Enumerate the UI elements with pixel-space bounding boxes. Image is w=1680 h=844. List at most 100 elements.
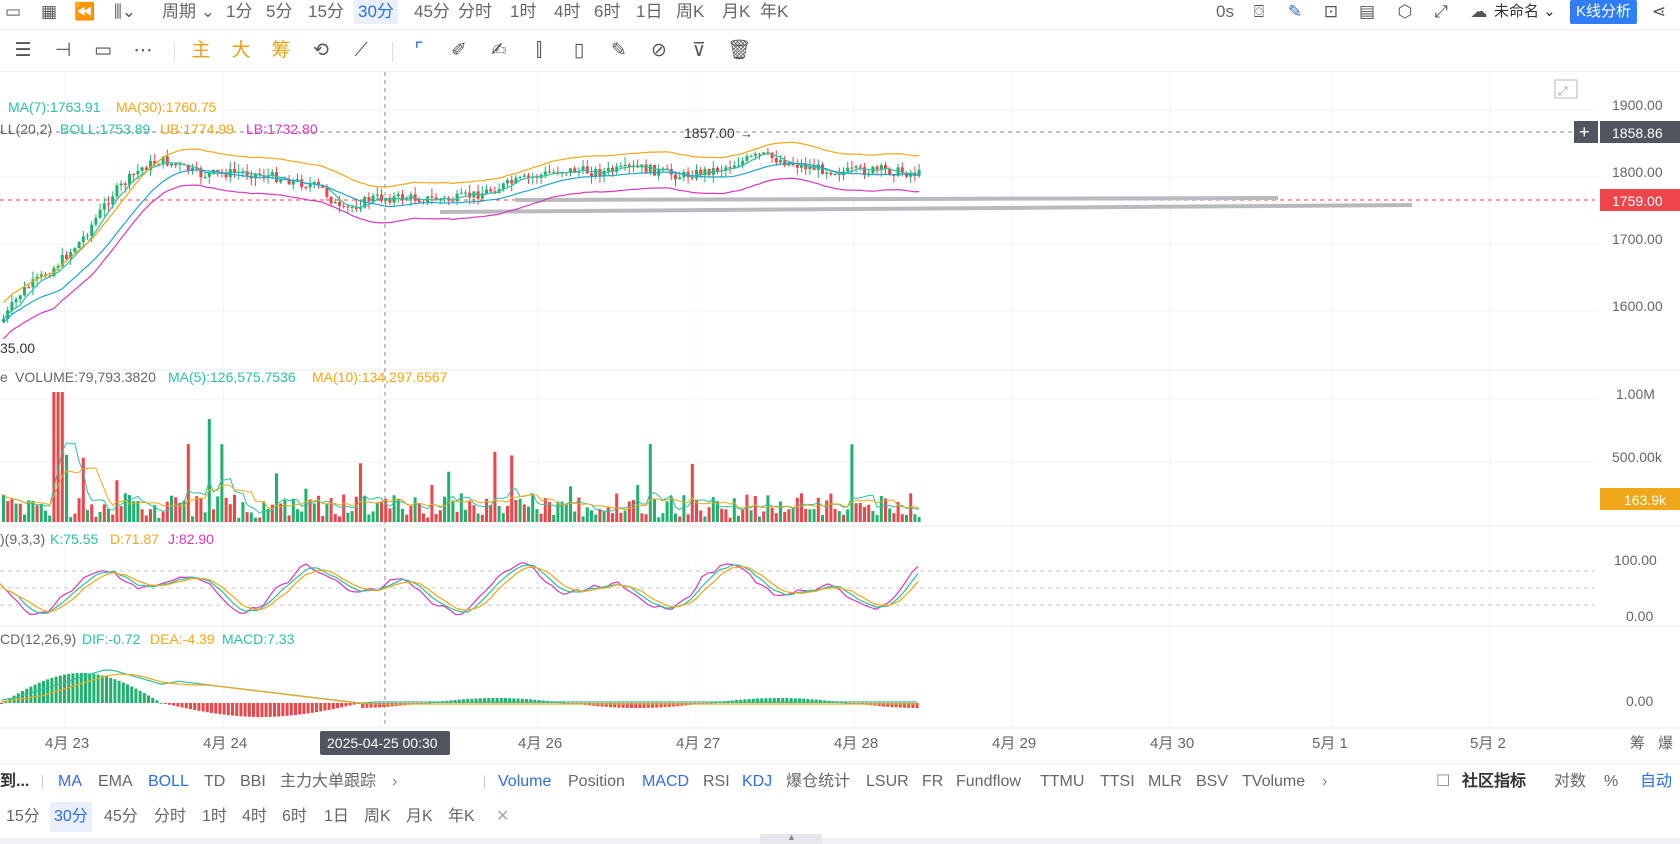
period-2[interactable]: 15分 bbox=[308, 2, 344, 21]
period-bar-item-7[interactable]: 1日 bbox=[324, 808, 349, 825]
period-dropdown[interactable]: 周期 ⌄ bbox=[162, 2, 215, 21]
period-4[interactable]: 45分 bbox=[414, 2, 450, 21]
sub-indicator-12[interactable]: BSV bbox=[1196, 773, 1229, 790]
main-indicator-1[interactable]: EMA bbox=[98, 773, 133, 790]
battery-icon[interactable]: ▯ bbox=[573, 40, 585, 61]
period-bar-item-5[interactable]: 4时 bbox=[242, 808, 267, 825]
period-bar-item-10[interactable]: 年K bbox=[448, 808, 475, 825]
layout-name-dropdown[interactable]: 未命名 ⌄ bbox=[1494, 3, 1556, 20]
plus-icon[interactable]: + bbox=[1579, 122, 1590, 142]
main-force-button[interactable]: 主 bbox=[191, 40, 211, 61]
compare-icon[interactable]: ⫿ bbox=[535, 40, 543, 61]
period-bar-item-6[interactable]: 6时 bbox=[282, 808, 307, 825]
sub-indicator-next-icon[interactable]: › bbox=[1322, 773, 1328, 790]
sub-indicator-9[interactable]: TTMU bbox=[1040, 773, 1085, 790]
sub-indicator-0[interactable]: Volume bbox=[498, 773, 552, 790]
new-window-icon[interactable]: ⊡ bbox=[1323, 2, 1339, 21]
period-bar-item-0[interactable]: 15分 bbox=[6, 808, 40, 825]
settings-icon[interactable]: ⬡ bbox=[1397, 2, 1413, 21]
sync-icon[interactable]: ⟲ bbox=[313, 40, 329, 61]
trash-icon[interactable]: 🗑 bbox=[726, 40, 752, 61]
sub-indicator-13[interactable]: TVolume bbox=[1242, 773, 1306, 790]
sub-indicator-8[interactable]: Fundflow bbox=[956, 773, 1021, 790]
layout-name-label: 未命名 bbox=[1494, 3, 1540, 20]
sub-indicator-3[interactable]: RSI bbox=[703, 773, 730, 790]
more-icon[interactable]: ⋯ bbox=[133, 40, 153, 61]
auto-scale-toggle[interactable]: 自动 bbox=[1640, 773, 1673, 790]
trend-line-lower[interactable] bbox=[439, 203, 1413, 214]
period-10[interactable]: 周K bbox=[676, 2, 705, 21]
close-icon[interactable]: ✕ bbox=[496, 808, 510, 825]
layout-icon[interactable]: ▦ bbox=[40, 2, 58, 21]
main-indicator-next-icon[interactable]: › bbox=[392, 773, 398, 790]
community-indicators-button[interactable]: 社区指标 bbox=[1462, 773, 1527, 790]
kline-analysis-button[interactable]: K线分析 bbox=[1570, 0, 1638, 24]
add-alert-button[interactable] bbox=[1574, 121, 1598, 143]
sub-indicator-4[interactable]: KDJ bbox=[742, 773, 773, 790]
log-scale-toggle[interactable]: 对数 bbox=[1554, 773, 1587, 790]
sub-indicator-1[interactable]: Position bbox=[568, 773, 625, 790]
sub-indicator-10[interactable]: TTSI bbox=[1100, 773, 1135, 790]
period-12[interactable]: 年K bbox=[760, 2, 789, 21]
filter-icon[interactable]: ⊽ bbox=[692, 40, 706, 61]
ruler-icon[interactable]: ✐ bbox=[451, 40, 467, 61]
volume-bars bbox=[2, 392, 921, 522]
sub-indicator-5[interactable]: 爆仓统计 bbox=[786, 773, 851, 790]
sub-indicator-6[interactable]: LSUR bbox=[866, 773, 909, 790]
period-0[interactable]: 1分 bbox=[226, 2, 253, 21]
pencil-icon[interactable]: ✎ bbox=[1287, 2, 1303, 21]
expand-arrow-icon[interactable]: ⤢ bbox=[1557, 84, 1568, 98]
resize-handle[interactable]: ▲ bbox=[760, 832, 822, 844]
camera-icon[interactable]: ⌼ bbox=[1253, 2, 1265, 21]
kline-chart[interactable]: MA(7):1763.91 MA(30):1760.75 LL(20,2) BO… bbox=[0, 72, 1680, 762]
period-bar-item-3[interactable]: 分时 bbox=[154, 808, 187, 825]
liquidation-tab[interactable]: 爆 bbox=[1658, 735, 1673, 752]
main-indicator-4[interactable]: BBI bbox=[240, 773, 266, 790]
share-icon[interactable]: ⋖ bbox=[1651, 2, 1667, 21]
time-label-4: 4月 28 bbox=[834, 735, 878, 752]
main-indicator-5[interactable]: 主力大单跟踪 bbox=[280, 773, 377, 790]
brush-icon[interactable]: ✍ bbox=[491, 40, 507, 61]
calendar-icon[interactable]: ▭ bbox=[4, 2, 22, 21]
expand-icon[interactable] bbox=[1554, 79, 1578, 99]
chip-button[interactable]: 筹 bbox=[271, 40, 291, 61]
menu-lines-icon[interactable]: ☰ bbox=[14, 40, 32, 61]
chip-distribution-tab[interactable]: 筹 bbox=[1630, 735, 1645, 752]
period-6[interactable]: 1时 bbox=[510, 2, 537, 21]
candle-type-icon[interactable]: ⫼⌄ bbox=[113, 2, 137, 21]
period-9[interactable]: 1日 bbox=[636, 2, 663, 21]
period-3[interactable]: 30分 bbox=[354, 0, 398, 24]
template-icon[interactable]: ▤ bbox=[1358, 2, 1376, 21]
measure-icon[interactable]: ⟋ bbox=[354, 40, 368, 61]
main-indicator-2[interactable]: BOLL bbox=[148, 773, 189, 790]
period-bar-item-4[interactable]: 1时 bbox=[202, 808, 227, 825]
cursor-icon[interactable]: ⌜ bbox=[414, 40, 424, 61]
period-8[interactable]: 6时 bbox=[594, 2, 621, 21]
horizontal-line-icon[interactable]: ⊣ bbox=[54, 40, 72, 61]
percent-scale-toggle[interactable]: % bbox=[1604, 773, 1619, 790]
period-bar-item-1[interactable]: 30分 bbox=[50, 802, 92, 832]
link-icon[interactable]: ⊘ bbox=[651, 40, 667, 61]
period-7[interactable]: 4时 bbox=[554, 2, 581, 21]
chart-grid bbox=[0, 72, 1595, 728]
note-icon[interactable]: ✎ bbox=[611, 40, 627, 61]
main-indicator-3[interactable]: TD bbox=[204, 773, 226, 790]
community-icon[interactable]: ☐ bbox=[1436, 773, 1451, 790]
period-bar-item-8[interactable]: 周K bbox=[364, 808, 391, 825]
sub-indicator-7[interactable]: FR bbox=[922, 773, 944, 790]
period-5[interactable]: 分时 bbox=[458, 2, 492, 21]
fullscreen-icon[interactable]: ⤢ bbox=[1434, 2, 1448, 21]
period-bar-item-9[interactable]: 月K bbox=[406, 808, 433, 825]
trend-line-upper[interactable] bbox=[514, 196, 1279, 202]
main-indicator-0[interactable]: MA bbox=[58, 773, 82, 790]
sub-indicator-11[interactable]: MLR bbox=[1148, 773, 1182, 790]
sub-indicator-2[interactable]: MACD bbox=[642, 773, 690, 790]
rewind-icon[interactable]: ⏪ bbox=[74, 2, 96, 21]
period-1[interactable]: 5分 bbox=[266, 2, 293, 21]
volume-prefix: e bbox=[0, 369, 8, 385]
price-tick: 1900.00 bbox=[1612, 97, 1663, 113]
rectangle-icon[interactable]: ▭ bbox=[94, 40, 112, 61]
period-11[interactable]: 月K bbox=[722, 2, 751, 21]
period-bar-item-2[interactable]: 45分 bbox=[104, 808, 138, 825]
big-order-button[interactable]: 大 bbox=[231, 40, 251, 61]
